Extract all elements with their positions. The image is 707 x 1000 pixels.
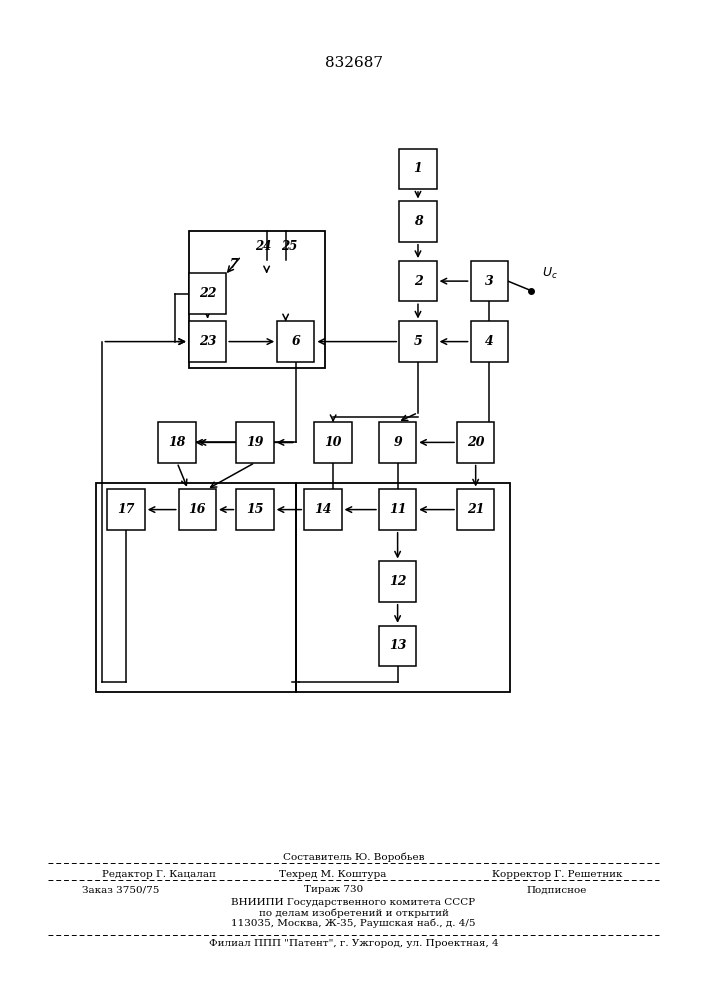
Text: ВНИИПИ Государственного комитета СССР: ВНИИПИ Государственного комитета СССР [231,898,476,907]
Text: 16: 16 [189,503,206,516]
Text: 7: 7 [230,258,238,271]
Bar [399,201,437,242]
Text: 5: 5 [414,335,422,348]
Bar [236,489,274,530]
Bar [457,422,494,463]
Text: Техред М. Коштура: Техред М. Коштура [279,870,387,879]
Bar [399,321,437,362]
Text: 9: 9 [393,436,402,449]
Text: 8: 8 [414,215,422,228]
Bar [304,489,341,530]
Bar [179,489,216,530]
Bar [189,321,226,362]
Text: 113035, Москва, Ж-35, Раушская наб., д. 4/5: 113035, Москва, Ж-35, Раушская наб., д. … [231,919,476,928]
Text: Составитель Ю. Воробьев: Составитель Ю. Воробьев [283,852,424,862]
Bar [457,489,494,530]
Text: 14: 14 [314,503,332,516]
Text: $U_c$: $U_c$ [542,266,557,281]
Text: 832687: 832687 [325,56,382,70]
Text: 15: 15 [246,503,264,516]
Text: 3: 3 [485,275,493,288]
Text: 18: 18 [168,436,186,449]
Text: 1: 1 [414,162,422,175]
Bar [189,273,226,314]
Bar [399,261,437,301]
Text: 4: 4 [485,335,493,348]
Text: 2: 2 [414,275,422,288]
Text: Тираж 730: Тираж 730 [303,885,363,894]
Bar [379,561,416,602]
Text: 24: 24 [255,240,271,253]
Bar [277,321,315,362]
Text: 25: 25 [281,240,297,253]
Text: 22: 22 [199,287,216,300]
Bar [107,489,145,530]
Text: 10: 10 [325,436,342,449]
Bar [379,626,416,666]
Text: Филиал ППП "Патент", г. Ужгород, ул. Проектная, 4: Филиал ППП "Патент", г. Ужгород, ул. Про… [209,939,498,948]
Text: Подписное: Подписное [527,885,588,894]
Bar [471,321,508,362]
Text: 20: 20 [467,436,484,449]
Bar [95,483,296,692]
Text: 19: 19 [246,436,264,449]
Bar [189,231,325,368]
Text: 23: 23 [199,335,216,348]
Text: Заказ 3750/75: Заказ 3750/75 [82,885,159,894]
Text: 13: 13 [389,639,407,652]
Text: 17: 17 [117,503,135,516]
Bar [379,422,416,463]
Bar [379,489,416,530]
Text: 11: 11 [389,503,407,516]
Bar [296,483,510,692]
Bar [315,422,352,463]
Bar [471,261,508,301]
Text: Корректор Г. Решетник: Корректор Г. Решетник [492,870,622,879]
Bar [236,422,274,463]
Text: 6: 6 [291,335,300,348]
Text: Редактор Г. Кацалап: Редактор Г. Кацалап [103,870,216,879]
Bar [399,149,437,189]
Bar [158,422,196,463]
Text: по делам изобретений и открытий: по делам изобретений и открытий [259,908,448,918]
Text: 21: 21 [467,503,484,516]
Text: 12: 12 [389,575,407,588]
